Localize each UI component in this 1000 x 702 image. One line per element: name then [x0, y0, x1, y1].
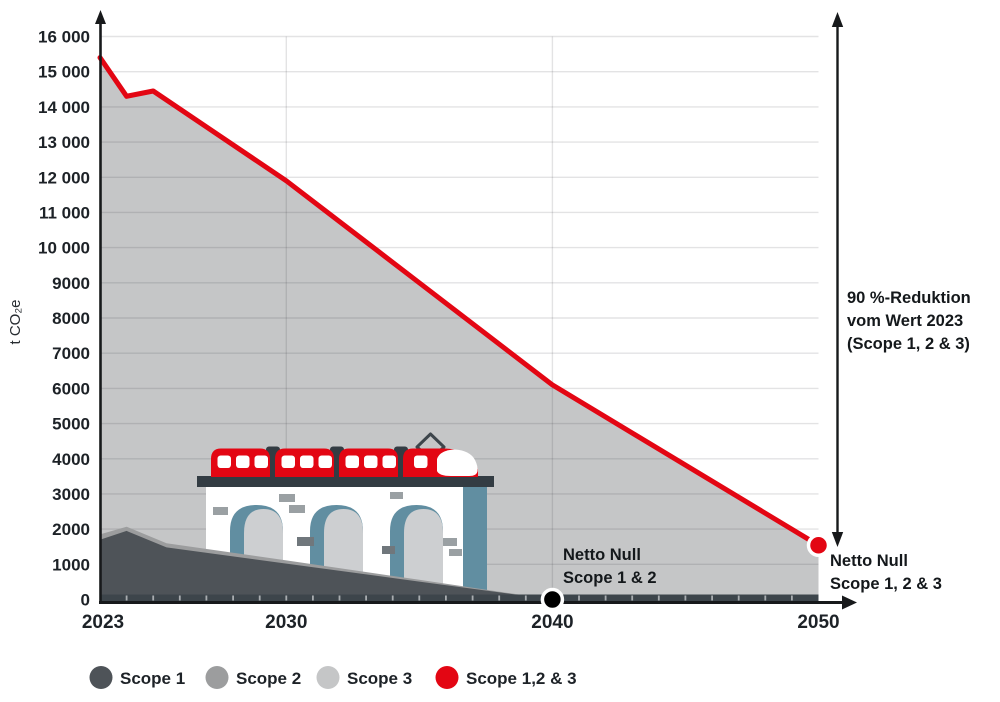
y-axis-title: t CO₂e — [7, 300, 24, 345]
y-tick-label: 13 000 — [38, 133, 90, 152]
legend-label: Scope 3 — [347, 669, 412, 688]
scope1-area-shape — [100, 530, 819, 600]
legend-swatch — [316, 666, 340, 689]
train-nose — [437, 449, 478, 476]
reduction-label-line1: 90 %-Reduktion — [847, 289, 971, 307]
reduction-label-line2: vom Wert 2023 — [847, 312, 963, 330]
y-tick-label: 7000 — [52, 344, 90, 363]
netto-null-2050-label-line1: Netto Null — [830, 552, 908, 570]
x-axis-band — [100, 594, 819, 601]
x-axis-arrow — [842, 595, 857, 610]
legend-swatch — [205, 666, 229, 689]
markers — [540, 533, 831, 612]
x-tick-label: 2023 — [82, 612, 124, 633]
legend-item: Scope 2 — [205, 666, 301, 689]
x-tick-label: 2050 — [797, 612, 839, 633]
legend-label: Scope 2 — [236, 669, 301, 688]
reduction-arrow-down — [831, 532, 844, 547]
total-emissions-polyline — [97, 55, 821, 548]
legend-item: Scope 1 — [89, 666, 185, 689]
reduction-label-line3: (Scope 1, 2 & 3) — [847, 335, 970, 353]
y-tick-label: 11 000 — [39, 203, 90, 222]
scope1-area — [100, 530, 819, 600]
x-tick-label: 2030 — [265, 612, 307, 633]
reduction-arrow-up — [831, 12, 844, 27]
netto-null-2050-label-line2: Scope 1, 2 & 3 — [830, 575, 942, 593]
bridge-deck — [197, 476, 494, 487]
bridge-bricks — [213, 492, 462, 556]
y-tick-label: 10 000 — [38, 239, 90, 258]
reduction-arrow — [831, 12, 844, 547]
y-tick-label: 4000 — [52, 450, 90, 469]
y-tick-label: 6000 — [52, 379, 90, 398]
train-windows — [217, 455, 428, 468]
y-tick-label: 15 000 — [38, 63, 90, 82]
y-tick-label: 3000 — [52, 485, 90, 504]
axis-ticks: 2023 2030 2040 2050 16 000 15 000 14 000 13 000… — [38, 28, 840, 634]
x-tick-label: 2040 — [531, 612, 573, 633]
y-tick-label: 16 000 — [38, 28, 90, 47]
y-tick-label: 5000 — [52, 415, 90, 434]
netto-null-2040-label-line1: Netto Null — [563, 546, 641, 564]
total-emissions-line — [97, 55, 821, 548]
netto-null-2040-marker — [540, 587, 565, 612]
bridge-pier-right — [463, 487, 487, 595]
y-tick-label: 12 000 — [38, 168, 90, 187]
y-tick-label: 0 — [81, 591, 90, 610]
y-tick-label: 2000 — [52, 520, 90, 539]
axes — [95, 10, 857, 610]
legend-item: Scope 3 — [316, 666, 412, 689]
legend-swatch — [89, 666, 113, 689]
legend-item: Scope 1,2 & 3 — [435, 666, 577, 689]
netto-null-2040-label-line2: Scope 1 & 2 — [563, 569, 657, 587]
legend-label: Scope 1,2 & 3 — [466, 669, 577, 688]
y-tick-label: 9000 — [52, 274, 90, 293]
y-tick-label: 1000 — [52, 555, 90, 574]
netto-null-2050-marker — [806, 533, 831, 558]
y-axis-arrow — [95, 10, 106, 24]
legend-swatch — [435, 666, 459, 689]
annotations: Netto Null Scope 1 & 2 Netto Null Scope … — [563, 289, 971, 593]
y-tick-label: 14 000 — [38, 98, 90, 117]
y-tick-label: 8000 — [52, 309, 90, 328]
legend: Scope 1 Scope 2 Scope 3 Scope 1,2 & 3 — [89, 666, 577, 689]
gridlines — [100, 35, 819, 594]
train-bridge-illustration — [197, 432, 494, 595]
bridge-arch-inner — [404, 509, 443, 595]
legend-label: Scope 1 — [120, 669, 185, 688]
train — [211, 446, 478, 477]
